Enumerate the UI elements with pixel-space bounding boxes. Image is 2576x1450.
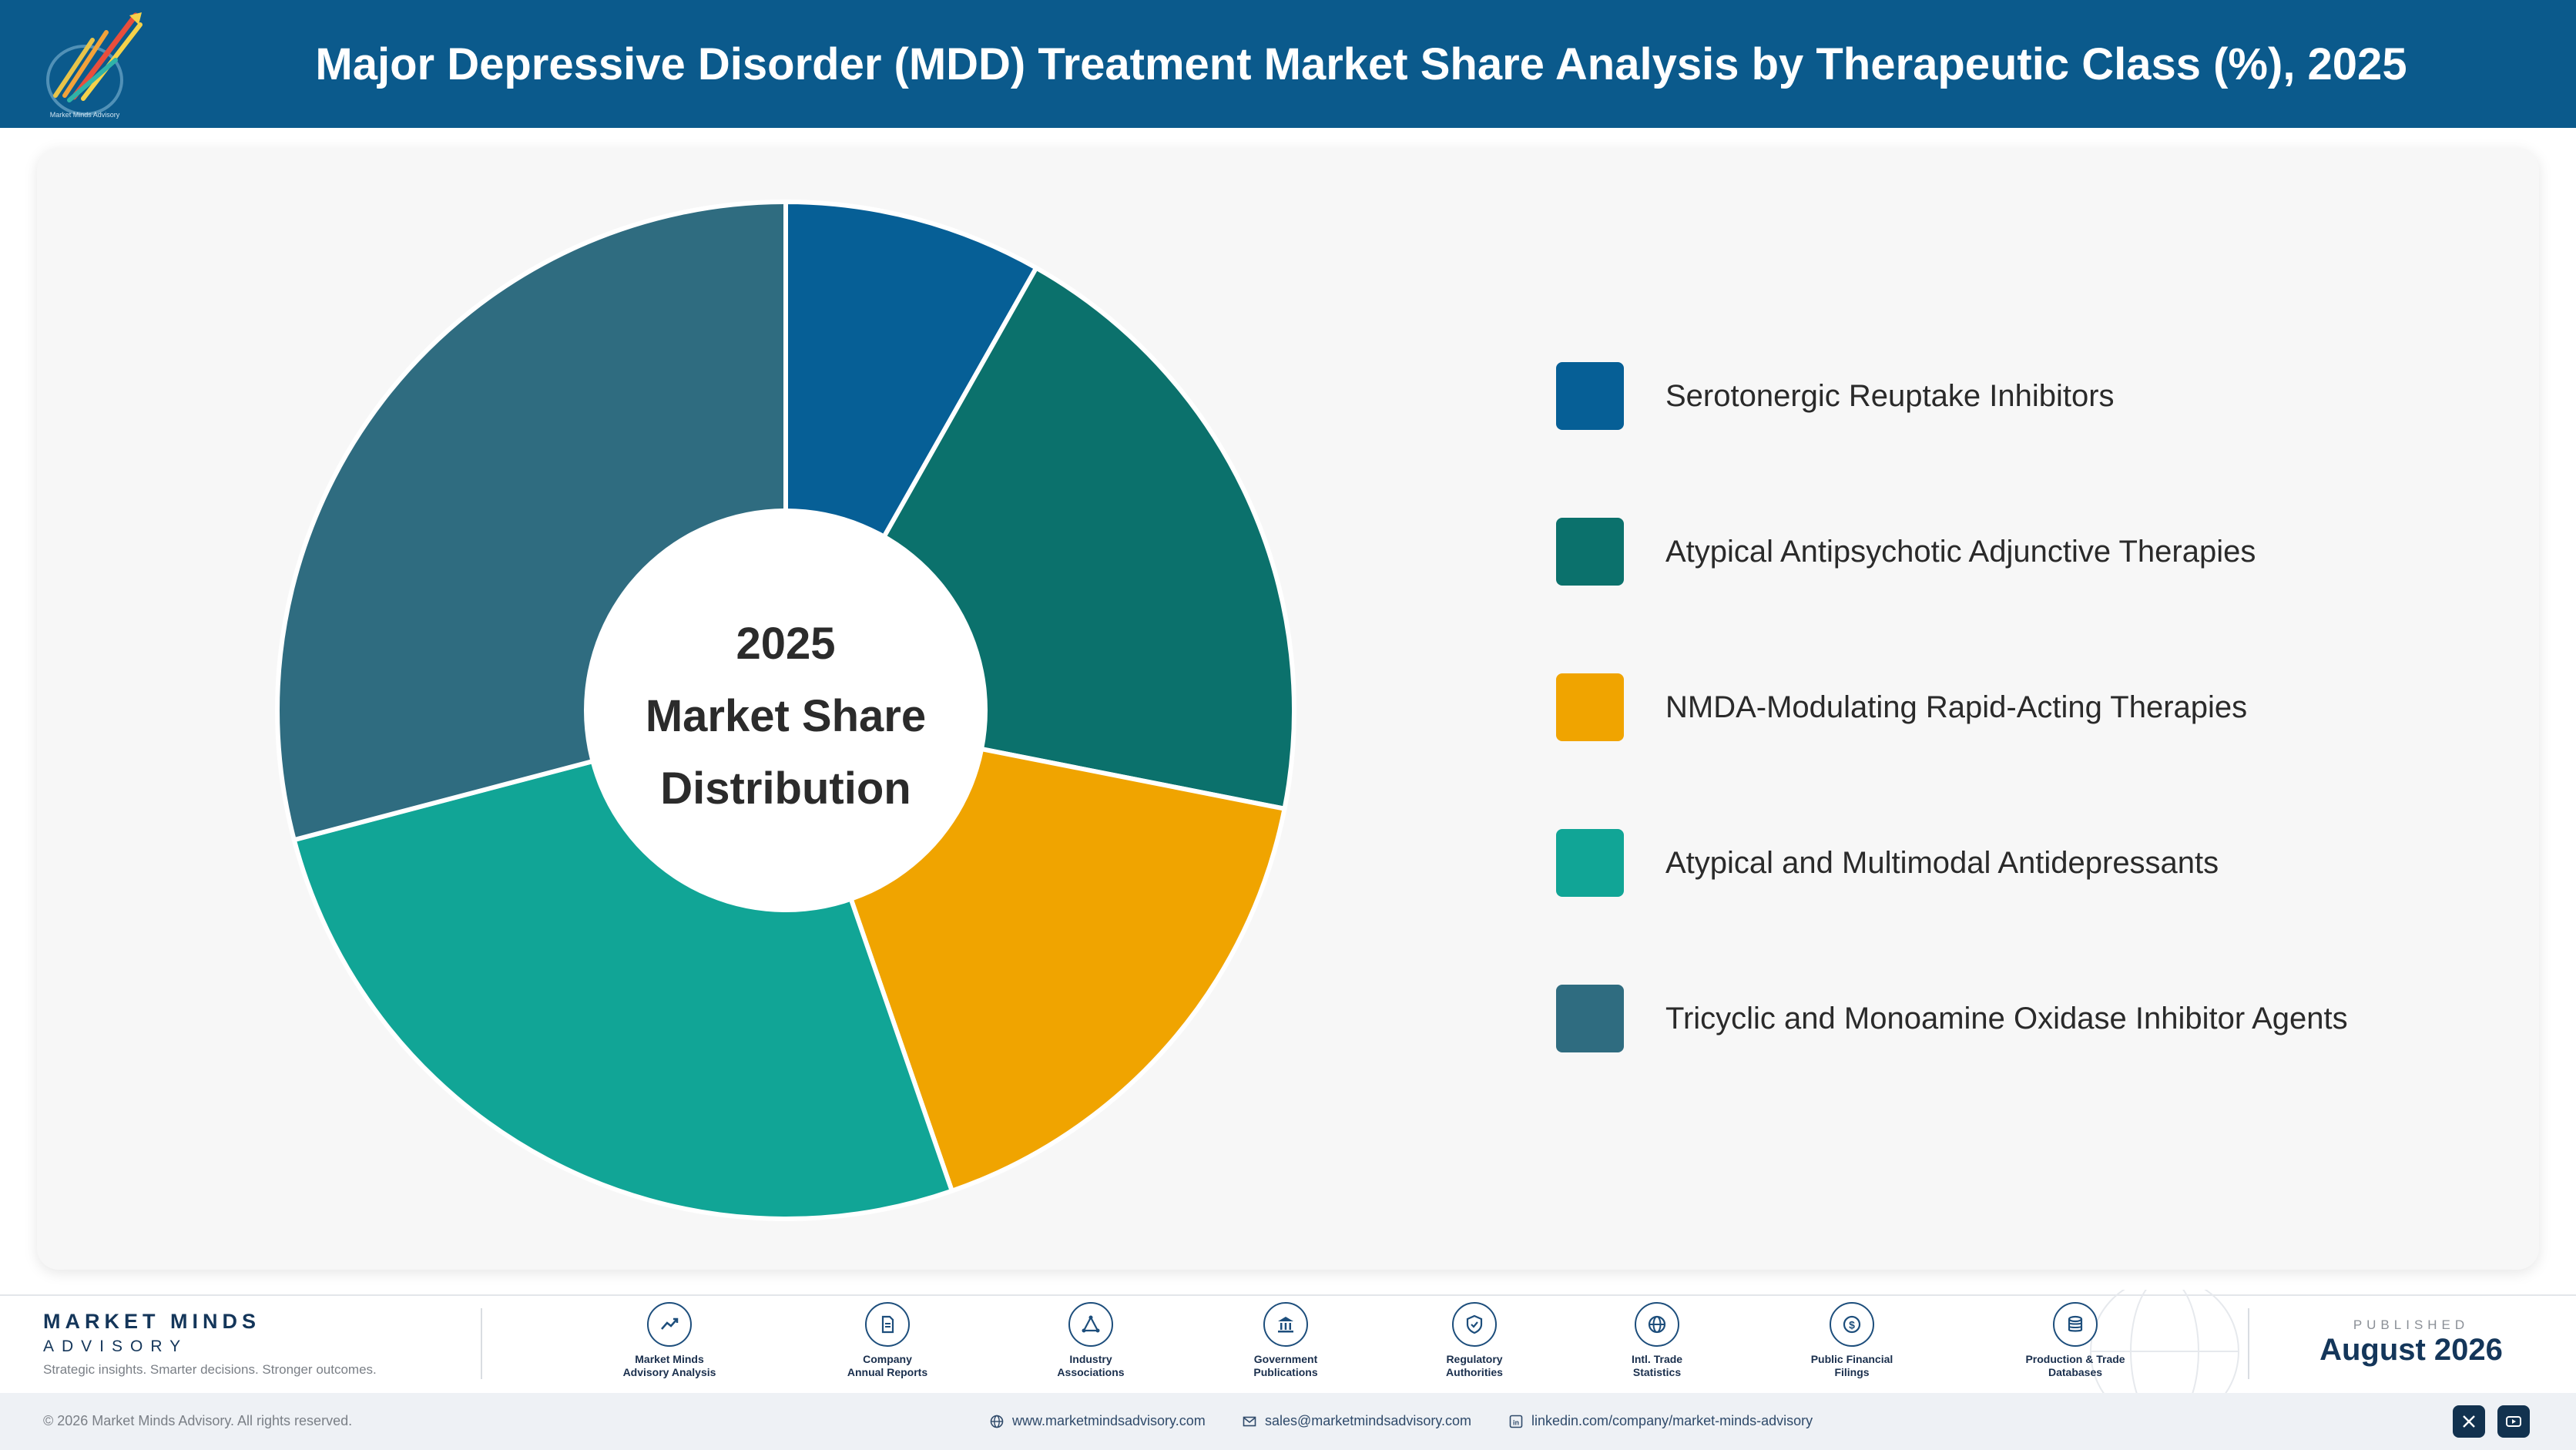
source-label-line-2: Statistics — [1632, 1366, 1682, 1378]
linkedin-text: linkedin.com/company/market-minds-adviso… — [1531, 1413, 1813, 1428]
source-label-line-1: Industry — [1069, 1353, 1112, 1365]
legend-item-4: Atypical and Multimodal Antidepressants — [1556, 829, 2219, 897]
brand-tagline: Strategic insights. Smarter decisions. S… — [43, 1362, 377, 1377]
trend-line-icon — [647, 1302, 692, 1347]
envelope-icon — [1243, 1416, 1256, 1426]
source-label-line-1: Public Financial — [1810, 1353, 1893, 1365]
source-industry-associations: Industry Associations — [1006, 1302, 1176, 1379]
legend-item-2: Atypical Antipsychotic Adjunctive Therap… — [1556, 518, 2256, 586]
email-text: sales@marketmindsadvisory.com — [1265, 1413, 1472, 1428]
document-icon — [865, 1302, 910, 1347]
footer-divider-right — [2248, 1308, 2249, 1379]
source-label-line-1: Company — [863, 1353, 912, 1365]
svg-text:Market Minds Advisory: Market Minds Advisory — [50, 111, 120, 119]
market-minds-logo: Market Minds Advisory — [46, 12, 143, 119]
source-regulatory-authorities: Regulatory Authorities — [1390, 1302, 1559, 1379]
center-label-line-1: 2025 — [736, 619, 836, 669]
x-social-button[interactable] — [2453, 1405, 2485, 1438]
globe-icon — [990, 1415, 1004, 1428]
linkedin-link[interactable]: in linkedin.com/company/market-minds-adv… — [1508, 1413, 1813, 1429]
source-label-line-1: Regulatory — [1446, 1353, 1503, 1365]
legend-label: Tricyclic and Monoamine Oxidase Inhibito… — [1665, 1001, 2348, 1035]
source-label-line-1: Production & Trade — [2025, 1353, 2125, 1365]
source-label-line-2: Publications — [1253, 1366, 1318, 1378]
source-intl-trade-statistics: Intl. Trade Statistics — [1572, 1302, 1742, 1379]
legend-swatch — [1556, 985, 1624, 1052]
published-label: PUBLISHED — [2353, 1317, 2470, 1332]
legend-item-5: Tricyclic and Monoamine Oxidase Inhibito… — [1556, 985, 2348, 1052]
donut-center-label: 2025 Market Share Distribution — [632, 609, 940, 824]
donut-chart — [277, 202, 1294, 1219]
website-link[interactable]: www.marketmindsadvisory.com — [989, 1413, 1206, 1429]
source-government-publications: Government Publications — [1201, 1302, 1370, 1379]
shield-check-icon — [1452, 1302, 1497, 1347]
brand-name: MARKET MINDS — [43, 1310, 260, 1333]
globe-icon — [1635, 1302, 1679, 1347]
dollar-coin-icon: $ — [1830, 1302, 1874, 1347]
source-company-annual-reports: Company Annual Reports — [803, 1302, 972, 1379]
network-icon — [1068, 1302, 1113, 1347]
center-label-line-2: Market Share — [645, 691, 927, 741]
source-label-line-1: Government — [1253, 1353, 1318, 1365]
page-title: Major Depressive Disorder (MDD) Treatmen… — [315, 39, 2407, 89]
header-bar: Market Minds Advisory Major Depressive D… — [0, 0, 2576, 128]
source-market-minds-analysis: Market Minds Advisory Analysis — [585, 1302, 754, 1379]
database-icon — [2053, 1302, 2098, 1347]
copyright-text: © 2026 Market Minds Advisory. All rights… — [43, 1413, 353, 1428]
email-link[interactable]: sales@marketmindsadvisory.com — [1242, 1413, 1471, 1429]
globe-watermark-icon — [2090, 1290, 2239, 1398]
source-label-line-2: Filings — [1834, 1366, 1870, 1378]
source-public-financial-filings: $ Public Financial Filings — [1767, 1302, 1937, 1379]
legend-label: Atypical and Multimodal Antidepressants — [1665, 845, 2219, 880]
legend-swatch — [1556, 518, 1624, 586]
youtube-social-button[interactable] — [2497, 1405, 2530, 1438]
linkedin-icon: in — [1509, 1415, 1523, 1428]
source-label-line-2: Annual Reports — [847, 1366, 928, 1378]
legend-item-3: NMDA-Modulating Rapid-Acting Therapies — [1556, 673, 2247, 741]
footer-divider-left — [481, 1308, 482, 1379]
government-building-icon — [1263, 1302, 1308, 1347]
source-label-line-2: Authorities — [1446, 1366, 1503, 1378]
center-label-line-3: Distribution — [660, 764, 911, 814]
source-label-line-2: Associations — [1057, 1366, 1125, 1378]
svg-text:in: in — [1513, 1418, 1519, 1426]
legend-label: Atypical Antipsychotic Adjunctive Therap… — [1665, 534, 2256, 569]
brand-sub: ADVISORY — [43, 1338, 189, 1355]
source-label-line-2: Advisory Analysis — [622, 1366, 716, 1378]
published-date: August 2026 — [2319, 1333, 2503, 1367]
source-production-trade-databases: Production & Trade Databases — [1991, 1302, 2160, 1379]
legend-swatch — [1556, 829, 1624, 897]
youtube-logo-icon — [2506, 1416, 2521, 1427]
website-text: www.marketmindsadvisory.com — [1012, 1413, 1206, 1428]
source-label-line-1: Intl. Trade — [1631, 1353, 1683, 1365]
x-logo-icon — [2463, 1415, 2475, 1428]
legend-label: NMDA-Modulating Rapid-Acting Therapies — [1665, 690, 2248, 724]
source-label-line-1: Market Minds — [635, 1353, 704, 1365]
bottom-bar — [0, 1393, 2576, 1450]
legend-item-1: Serotonergic Reuptake Inhibitors — [1556, 362, 2115, 430]
donut-hole — [584, 509, 988, 912]
source-label-line-2: Databases — [2048, 1366, 2103, 1378]
legend-swatch — [1556, 673, 1624, 741]
svg-text:$: $ — [1849, 1319, 1855, 1331]
legend-swatch — [1556, 362, 1624, 430]
legend-label: Serotonergic Reuptake Inhibitors — [1665, 378, 2115, 413]
